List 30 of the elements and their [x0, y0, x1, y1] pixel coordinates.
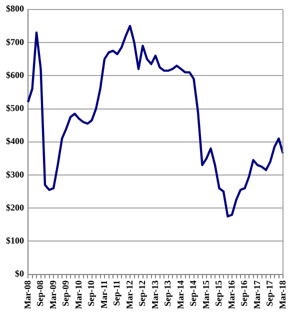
y-tick-label: $700 [6, 36, 24, 47]
x-tick-label: Mar-13 [150, 280, 160, 310]
x-tick-label: Sep-12 [137, 280, 148, 306]
y-tick-label: $100 [6, 236, 24, 246]
x-tick-label: Sep-08 [35, 280, 46, 306]
x-tick-label: Mar-09 [48, 280, 58, 310]
x-tick-label: Sep-14 [188, 280, 198, 306]
x-tick-label: Sep-10 [86, 280, 96, 306]
x-tick-label: Mar-17 [252, 280, 262, 310]
x-tick-label: Sep-13 [162, 280, 173, 306]
x-tick-label: Mar-18 [277, 280, 288, 310]
x-tick-label: Sep-15 [214, 280, 224, 306]
x-tick-label: Mar-15 [200, 280, 211, 310]
x-tick-label: Sep-17 [264, 280, 275, 306]
x-tick-label: Mar-11 [98, 280, 109, 309]
x-tick-label: Mar-08 [22, 280, 32, 310]
y-tick-label: $500 [6, 103, 24, 114]
x-tick-label: Sep-09 [60, 280, 71, 306]
y-tick-label: $400 [6, 136, 24, 146]
y-tick-label: $800 [6, 4, 24, 14]
x-tick-label: Sep-11 [112, 280, 122, 306]
x-tick-label: Mar-10 [73, 280, 84, 310]
x-tick-label: Sep-16 [239, 280, 250, 306]
y-tick-label: $300 [6, 169, 24, 180]
y-tick-label: $200 [6, 202, 24, 212]
x-tick-label: Mar-12 [124, 280, 134, 310]
x-tick-label: Mar-16 [226, 280, 236, 310]
y-tick-label: $600 [6, 70, 24, 80]
y-tick-label: $0 [15, 268, 24, 279]
x-tick-label: Mar-14 [175, 280, 186, 310]
